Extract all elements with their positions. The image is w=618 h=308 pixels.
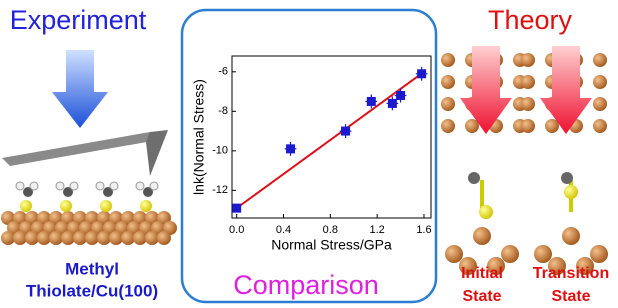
- atom: [564, 185, 578, 199]
- atom: [37, 231, 51, 245]
- data-point: [341, 127, 350, 136]
- tip: [146, 130, 168, 176]
- state-label: Initial: [461, 265, 503, 282]
- data-point: [417, 69, 426, 78]
- atom: [96, 182, 104, 190]
- state-label: State: [462, 288, 501, 305]
- atom: [501, 245, 519, 263]
- arrow-icon: [52, 50, 108, 128]
- atom: [97, 231, 111, 245]
- y-tick-label: -10: [212, 145, 228, 157]
- atom: [521, 97, 535, 111]
- sample-label: Methyl: [65, 259, 119, 278]
- atom: [60, 200, 72, 212]
- atom: [73, 231, 87, 245]
- data-point: [396, 91, 405, 100]
- atom: [150, 182, 158, 190]
- atom: [441, 75, 455, 89]
- atom: [441, 119, 455, 133]
- plot-frame: [232, 56, 431, 218]
- surface: [1, 182, 177, 245]
- atom: [562, 227, 580, 245]
- atom: [521, 75, 535, 89]
- experiment-label: Experiment: [10, 5, 147, 35]
- x-tick-label: 1.6: [416, 224, 431, 236]
- state-label: Transition: [533, 265, 609, 282]
- atom: [473, 227, 491, 245]
- x-tick-label: 0.8: [323, 224, 338, 236]
- atom: [441, 53, 455, 67]
- atom: [70, 182, 78, 190]
- atom: [441, 97, 455, 111]
- atom: [49, 231, 63, 245]
- atom: [593, 75, 607, 89]
- atom: [534, 245, 552, 263]
- plot: 0.0 0.4 0.8 1.2 1.6 -6 -8 -10 -12 Normal Stress/G…: [191, 56, 432, 253]
- atom: [145, 231, 159, 245]
- atom: [133, 231, 147, 245]
- atom: [1, 231, 15, 245]
- x-tick-label: 0.0: [229, 224, 244, 236]
- cantilever: [2, 132, 158, 166]
- theory-label: Theory: [488, 5, 573, 35]
- y-tick-label: -6: [218, 66, 228, 78]
- atom: [521, 119, 535, 133]
- atom: [521, 53, 535, 67]
- atom: [479, 205, 493, 219]
- y-tick-label: -12: [212, 184, 228, 196]
- data-point: [232, 204, 241, 213]
- y-axis-label: lnk(Normal Stress): [191, 79, 207, 195]
- atom: [136, 182, 144, 190]
- atom: [593, 53, 607, 67]
- atom: [593, 119, 607, 133]
- x-tick-label: 0.4: [276, 224, 291, 236]
- x-tick-label: 1.2: [370, 224, 385, 236]
- atom: [56, 182, 64, 190]
- atom: [16, 182, 24, 190]
- fit-line: [237, 72, 424, 208]
- atom: [61, 231, 75, 245]
- data-point: [388, 99, 397, 108]
- atom: [468, 172, 480, 184]
- atom: [140, 200, 152, 212]
- atom: [593, 97, 607, 111]
- comparison-label: Comparison: [233, 270, 379, 300]
- atom: [25, 231, 39, 245]
- clusters: [441, 46, 608, 275]
- data-point: [367, 97, 376, 106]
- atom: [100, 200, 112, 212]
- atom: [561, 172, 573, 184]
- y-tick-label: -8: [218, 105, 228, 117]
- atom: [157, 231, 171, 245]
- x-axis-label: Normal Stress/GPa: [271, 237, 392, 253]
- atom: [121, 231, 135, 245]
- atom: [110, 182, 118, 190]
- graphical-abstract: Experiment Theory Methyl Thiolate/Cu(100…: [0, 0, 618, 308]
- atom: [109, 231, 123, 245]
- atom: [85, 231, 99, 245]
- atom: [590, 245, 608, 263]
- state-label: State: [551, 288, 590, 305]
- data-point: [286, 144, 295, 153]
- atom: [13, 231, 27, 245]
- sample-label: Thiolate/Cu(100): [26, 281, 158, 300]
- atom: [30, 182, 38, 190]
- atom: [20, 200, 32, 212]
- atom: [445, 245, 463, 263]
